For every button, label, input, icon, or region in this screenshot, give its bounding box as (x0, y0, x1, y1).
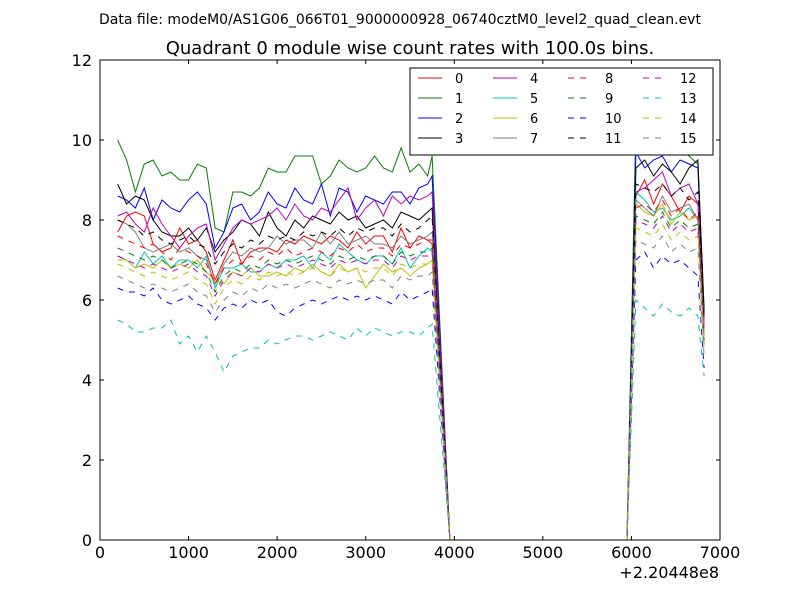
series-line-3 (117, 158, 705, 541)
legend-label-8: 8 (605, 72, 613, 87)
y-tick-label: 10 (72, 131, 92, 150)
series-line-12 (117, 215, 705, 541)
series-line-0 (117, 178, 705, 541)
y-tick-label: 12 (72, 51, 92, 70)
y-tick-label: 6 (82, 291, 92, 310)
chart-title: Quadrant 0 module wise count rates with … (166, 38, 655, 59)
legend-label-11: 11 (605, 132, 622, 147)
series-line-14 (117, 223, 705, 541)
series-line-13 (117, 298, 705, 541)
x-tick-label: 7000 (700, 543, 741, 562)
series-line-10 (117, 251, 705, 541)
legend-label-6: 6 (530, 112, 538, 127)
x-tick-label: 4000 (434, 543, 475, 562)
legend-label-4: 4 (530, 72, 538, 87)
legend-label-3: 3 (455, 132, 463, 147)
series-line-11 (117, 183, 705, 541)
series-line-5 (117, 190, 705, 541)
legend-label-1: 1 (455, 92, 463, 107)
x-tick-label: 5000 (522, 543, 563, 562)
legend-label-12: 12 (680, 72, 697, 87)
x-tick-label: 2000 (257, 543, 298, 562)
y-tick-label: 8 (82, 211, 92, 230)
series-line-2 (117, 150, 705, 541)
series-line-1 (117, 123, 705, 541)
series-line-15 (117, 235, 705, 541)
x-tick-label: 0 (95, 543, 105, 562)
legend-label-15: 15 (680, 132, 697, 147)
legend-label-7: 7 (530, 132, 538, 147)
plot-lines (117, 123, 705, 541)
y-tick-label: 0 (82, 531, 92, 550)
y-tick-label: 2 (82, 451, 92, 470)
legend-label-9: 9 (605, 92, 613, 107)
data-file-label: Data file: modeM0/AS1G06_066T01_90000009… (99, 12, 701, 28)
legend-label-10: 10 (605, 112, 622, 127)
legend-label-14: 14 (680, 112, 697, 127)
series-line-9 (117, 211, 705, 541)
legend-box (409, 67, 714, 156)
x-axis: 0 1000 2000 3000 4000 5000 6000 7000 (95, 60, 740, 562)
legend-label-0: 0 (455, 72, 463, 87)
y-tick-label: 4 (82, 371, 92, 390)
legend-label-5: 5 (530, 92, 538, 107)
x-tick-label: 1000 (168, 543, 209, 562)
legend-label-2: 2 (455, 112, 463, 127)
x-tick-label: 6000 (611, 543, 652, 562)
series-line-6 (117, 202, 705, 541)
x-offset-label: +2.20448e8 (619, 563, 719, 582)
x-tick-label: 3000 (345, 543, 386, 562)
series-line-4 (117, 171, 705, 541)
legend-label-13: 13 (680, 92, 697, 107)
